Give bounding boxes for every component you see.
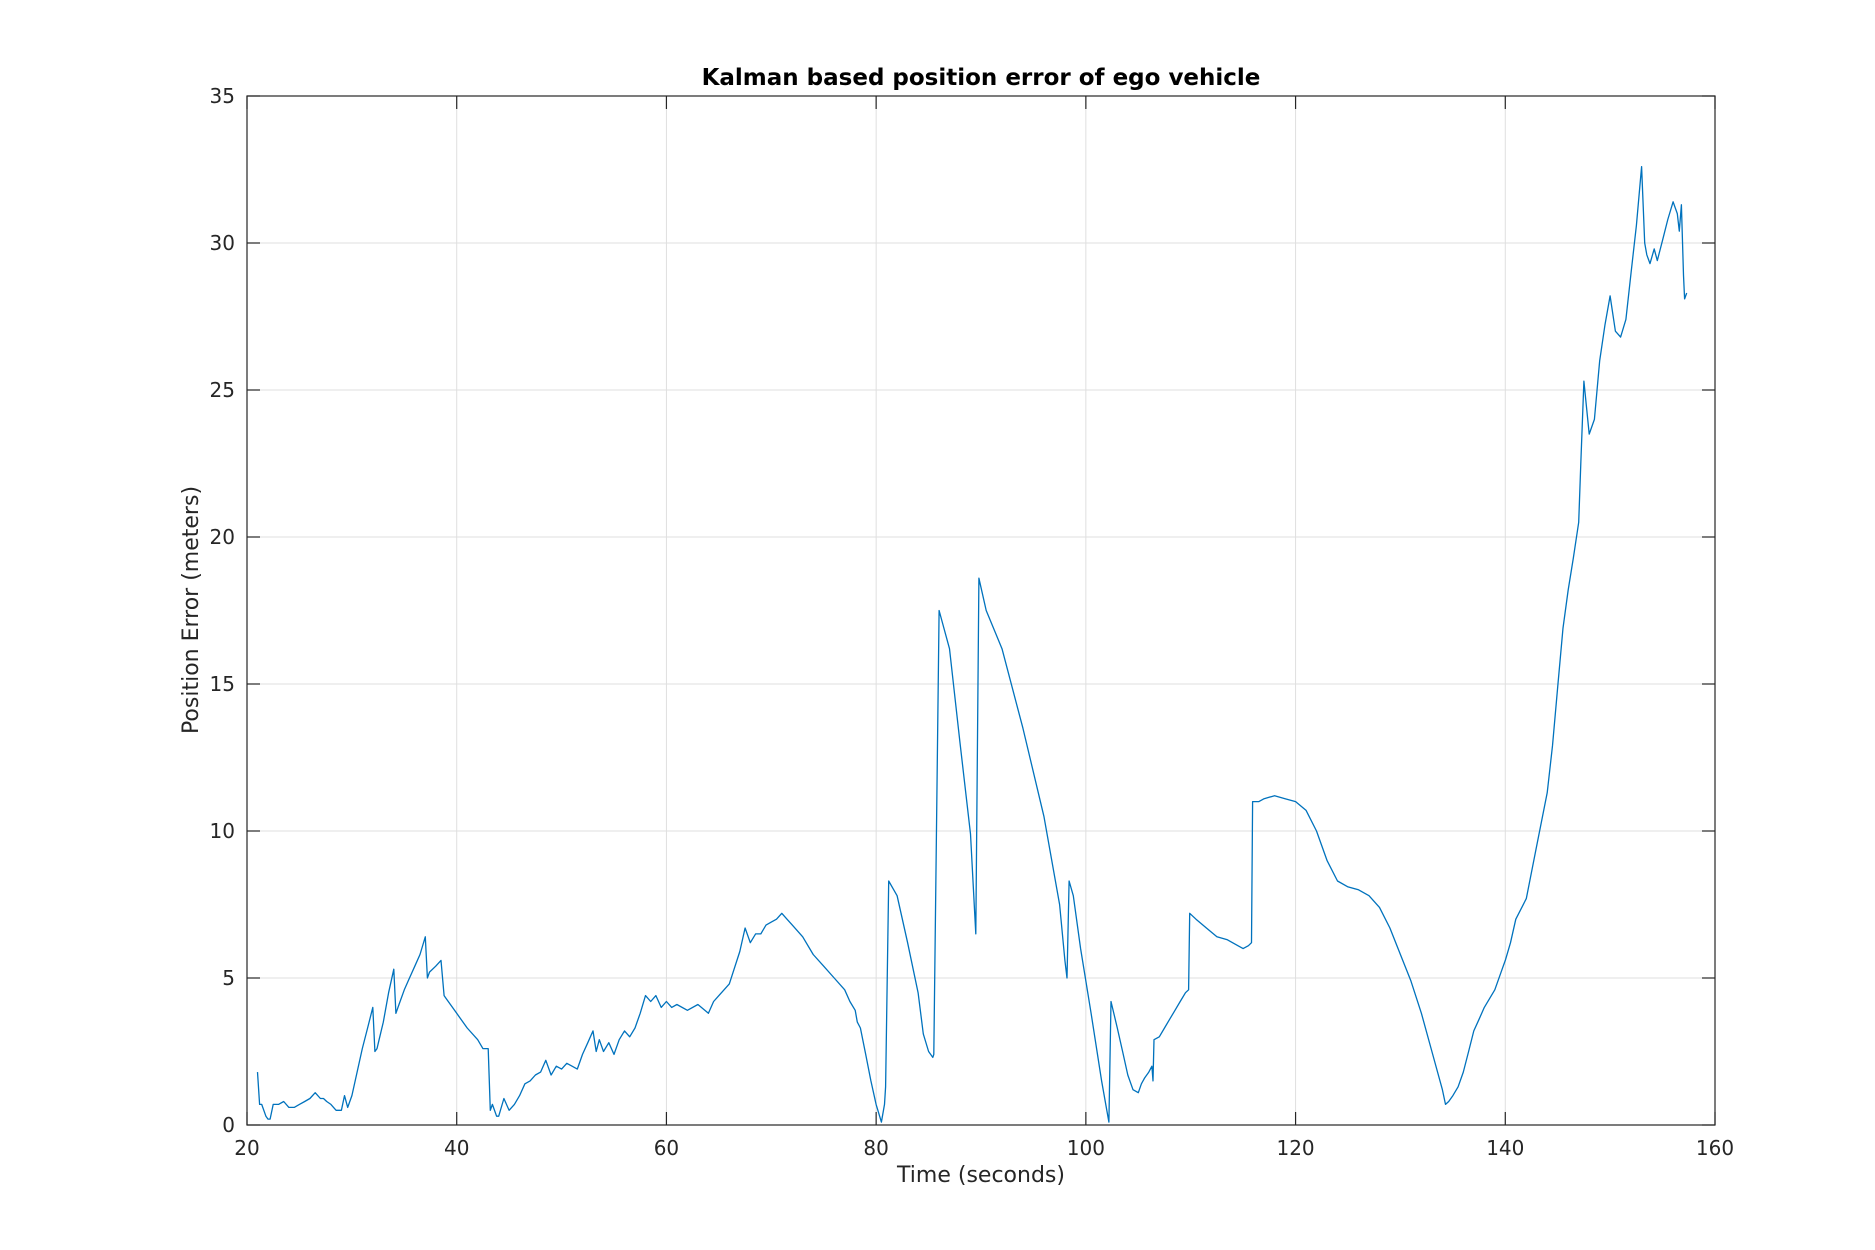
x-tick-label: 140 [1486,1136,1524,1160]
chart-title: Kalman based position error of ego vehic… [702,65,1261,91]
series-line-position-error [256,165,1688,1123]
x-axis-label: Time (seconds) [896,1163,1065,1188]
x-tick-label: 20 [234,1136,259,1160]
x-tick-label: 160 [1696,1136,1734,1160]
y-tick-labels: 0 5 10 15 20 25 30 35 [210,84,235,1137]
y-tick-label: 0 [222,1113,235,1137]
x-tick-label: 120 [1276,1136,1314,1160]
plot-background [247,96,1715,1125]
x-tick-label: 60 [654,1136,679,1160]
y-tick-label: 25 [210,378,235,402]
x-tick-label: 80 [863,1136,888,1160]
grid-lines [246,95,1716,1126]
y-tick-label: 5 [222,966,235,990]
tick-marks [246,95,1716,1126]
x-tick-label: 100 [1067,1136,1105,1160]
plot-frame [246,95,1716,1126]
x-tick-label: 40 [444,1136,469,1160]
y-tick-label: 10 [210,819,235,843]
y-tick-label: 15 [210,672,235,696]
y-tick-label: 30 [210,231,235,255]
y-tick-label: 35 [210,84,235,108]
y-tick-label: 20 [210,525,235,549]
x-tick-labels: 20 40 60 80 100 120 140 160 [234,1136,1734,1160]
y-axis-label: Position Error (meters) [179,486,204,734]
